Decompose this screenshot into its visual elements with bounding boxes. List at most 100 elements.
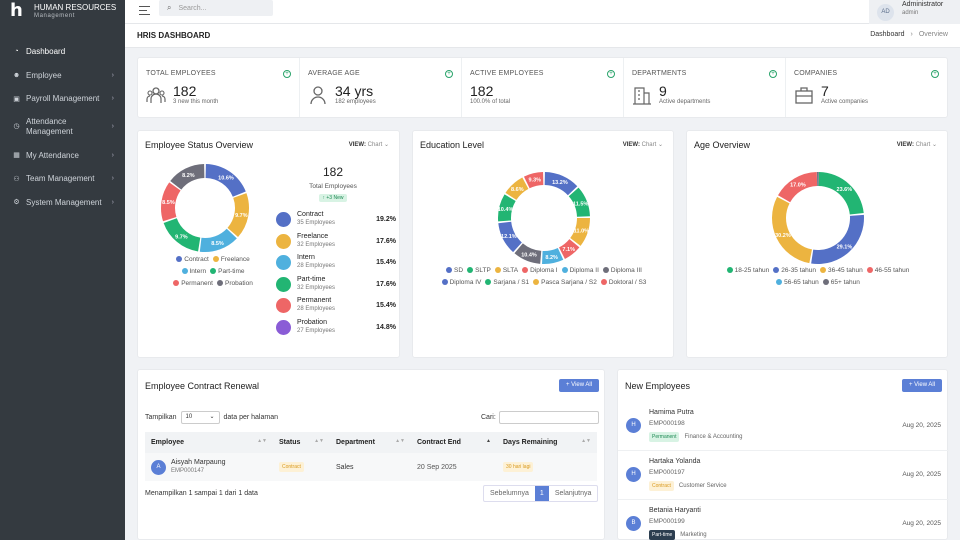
legend-item[interactable]: Diploma II bbox=[561, 267, 599, 274]
menu-toggle-icon[interactable] bbox=[139, 6, 150, 16]
donut-slice-7[interactable] bbox=[498, 194, 516, 222]
stat-value: 182 bbox=[470, 83, 494, 99]
prev-page-button[interactable]: Sebelumnya bbox=[490, 490, 529, 497]
donut-slice-2[interactable] bbox=[570, 218, 590, 246]
donut-slice-5[interactable] bbox=[817, 172, 819, 187]
list-item[interactable]: B Betania Haryanti EMP000199 Part-time Ma… bbox=[618, 500, 949, 540]
plus-icon[interactable]: + bbox=[607, 70, 615, 78]
donut-slice-1[interactable] bbox=[811, 214, 864, 264]
legend-item[interactable]: Sarjana / S1 bbox=[485, 279, 529, 286]
donut-label-7: 10.4% bbox=[498, 207, 514, 213]
donut-slice-8[interactable] bbox=[505, 177, 529, 200]
page-header: HRIS DASHBOARD Dashboard › Overview bbox=[125, 24, 960, 48]
legend-item[interactable]: Diploma I bbox=[522, 267, 558, 274]
user-menu[interactable]: AD Administrator admin bbox=[869, 0, 960, 24]
donut-slice-1[interactable] bbox=[568, 187, 590, 217]
page-1-button[interactable]: 1 bbox=[534, 486, 549, 501]
age-title: Age Overview bbox=[694, 140, 751, 150]
donut-slice-0[interactable] bbox=[818, 172, 864, 215]
donut-slice-0[interactable] bbox=[544, 172, 578, 196]
column-department[interactable]: Department ▲▼ bbox=[330, 432, 411, 453]
list-item[interactable]: H Hamima Putra EMP000198 Permanent Financ… bbox=[618, 402, 949, 451]
brand[interactable]: h HUMAN RESOURCES Management bbox=[0, 0, 125, 24]
donut-label-5: 10.4% bbox=[521, 253, 537, 259]
employee-id: EMP000199 bbox=[649, 518, 685, 525]
breadcrumb: Dashboard › Overview bbox=[870, 31, 948, 38]
view-all-button[interactable]: + View All bbox=[559, 379, 600, 392]
education-legend: SD SLTP SLTA Diploma I Diploma II Diploma III… bbox=[419, 265, 669, 289]
sidebar-item-dashboard[interactable]: ◔ Dashboard bbox=[0, 40, 125, 64]
legend-item[interactable]: Part-time bbox=[210, 268, 245, 275]
legend-item[interactable]: SLTA bbox=[494, 267, 518, 274]
donut-label-1: 29.1% bbox=[837, 245, 853, 251]
legend-item[interactable]: Intern bbox=[181, 268, 206, 275]
list-item[interactable]: H Hartaka Yolanda EMP000197 Contract Cust… bbox=[618, 451, 949, 500]
donut-slice-0[interactable] bbox=[205, 164, 246, 197]
donut-slice-6[interactable] bbox=[498, 221, 522, 253]
search-input[interactable]: ⌕ Search... bbox=[159, 0, 273, 16]
column-days-remaining[interactable]: Days Remaining ▲▼ bbox=[497, 432, 597, 453]
donut-slice-3[interactable] bbox=[559, 239, 580, 259]
legend-item[interactable]: Doktoral / S3 bbox=[600, 279, 646, 286]
legend-item[interactable]: SLTP bbox=[467, 267, 491, 274]
donut-label-0: 23.6% bbox=[837, 187, 853, 193]
legend-item[interactable]: Diploma IV bbox=[441, 279, 481, 286]
stat-active-employees: ACTIVE EMPLOYEES +182 100.0% of total bbox=[462, 58, 624, 117]
sidebar-item-employee[interactable]: ☻ Employee › bbox=[0, 64, 125, 88]
view-select[interactable]: VIEW: Chart ⌄ bbox=[622, 142, 663, 148]
sidebar-item-team[interactable]: ⚇ Team Management › bbox=[0, 167, 125, 191]
donut-slice-3[interactable] bbox=[777, 172, 818, 203]
donut-slice-2[interactable] bbox=[199, 228, 237, 252]
legend-item[interactable]: 18-25 tahun bbox=[726, 267, 769, 274]
column-contract-end[interactable]: Contract End ▲ bbox=[411, 432, 497, 453]
legend-item[interactable]: Pasca Sarjana / S2 bbox=[533, 279, 597, 286]
legend-item[interactable]: Probation bbox=[216, 280, 253, 287]
legend-item[interactable]: 26-35 tahun bbox=[773, 267, 816, 274]
stat-departments: DEPARTMENTS +9 Active departments bbox=[624, 58, 786, 117]
legend-item[interactable]: Freelance bbox=[212, 256, 250, 263]
donut-slice-2[interactable] bbox=[772, 196, 812, 264]
stat-value: 7 bbox=[821, 83, 829, 99]
legend-item[interactable]: 46-55 tahun bbox=[866, 267, 909, 274]
sidebar-item-my-attendance[interactable]: ▦ My Attendance › bbox=[0, 144, 125, 168]
next-page-button[interactable]: Selanjutnya bbox=[554, 490, 592, 497]
plus-icon[interactable]: + bbox=[931, 70, 939, 78]
topbar: ⌕ Search... AD Administrator admin bbox=[125, 0, 960, 24]
donut-slice-5[interactable] bbox=[170, 164, 205, 190]
plus-icon[interactable]: + bbox=[445, 70, 453, 78]
column-employee[interactable]: Employee ▲▼ bbox=[145, 432, 273, 453]
sidebar-item-system[interactable]: ⚙ System Management › bbox=[0, 191, 125, 215]
view-select[interactable]: VIEW: Chart ⌄ bbox=[348, 142, 389, 148]
view-all-button[interactable]: + View All bbox=[902, 379, 943, 392]
donut-slice-5[interactable] bbox=[514, 243, 542, 264]
employee-id: EMP000197 bbox=[649, 469, 685, 476]
plus-icon[interactable]: + bbox=[283, 70, 291, 78]
legend-item[interactable]: Diploma III bbox=[602, 267, 642, 274]
column-status[interactable]: Status ▲▼ bbox=[273, 432, 330, 453]
avatar: H bbox=[626, 418, 641, 433]
list-item: Part-time 32 Employees 17.6% bbox=[276, 276, 396, 298]
legend-item[interactable]: 56-65 tahun bbox=[776, 279, 819, 286]
table-search-input[interactable] bbox=[498, 411, 599, 424]
per-page-select[interactable]: 10 ⌄ bbox=[180, 411, 220, 424]
donut-label-9: 9.3% bbox=[529, 178, 542, 184]
table-row[interactable]: A Aisyah Marpaung EMP000147 Contract Sales… bbox=[145, 453, 597, 481]
status-dot bbox=[276, 255, 291, 271]
sidebar-item-attendance[interactable]: ◷ Attendance Management › bbox=[0, 111, 125, 144]
donut-slice-3[interactable] bbox=[163, 218, 201, 252]
donut-slice-4[interactable] bbox=[161, 182, 181, 222]
plus-icon[interactable]: + bbox=[769, 70, 777, 78]
donut-slice-9[interactable] bbox=[523, 172, 544, 189]
sidebar-item-payroll[interactable]: ▣ Payroll Management › bbox=[0, 87, 125, 111]
legend-item[interactable]: SD bbox=[446, 267, 463, 274]
legend-item[interactable]: 36-45 tahun bbox=[820, 267, 863, 274]
view-select[interactable]: VIEW: Chart ⌄ bbox=[896, 142, 937, 148]
legend-item[interactable]: Contract bbox=[176, 256, 209, 263]
stat-sub: 100.0% of total bbox=[470, 99, 511, 105]
legend-item[interactable]: Permanent bbox=[173, 280, 213, 287]
donut-label-5: 8.2% bbox=[182, 173, 195, 179]
donut-slice-1[interactable] bbox=[227, 193, 249, 238]
legend-item[interactable]: 65+ tahun bbox=[822, 279, 860, 286]
breadcrumb-home[interactable]: Dashboard bbox=[870, 31, 905, 38]
donut-slice-4[interactable] bbox=[542, 247, 564, 264]
